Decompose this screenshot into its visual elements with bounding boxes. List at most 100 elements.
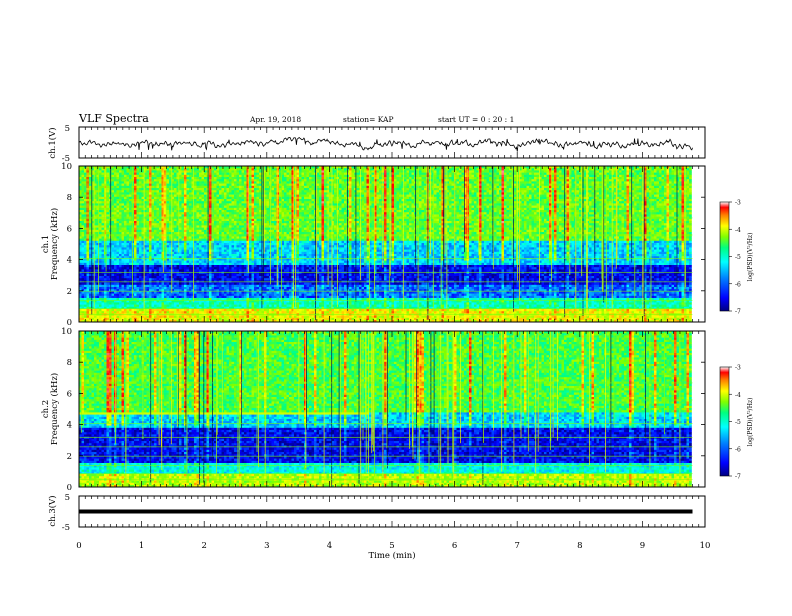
spec1-cell [87, 261, 90, 264]
spec1-cell [89, 234, 92, 237]
spec1-cell [112, 239, 115, 242]
spec1-cell [112, 287, 115, 290]
spec1-cell [84, 206, 87, 209]
spec1-cell [107, 316, 110, 319]
spec1-cell [89, 219, 92, 222]
spec1-cell [112, 186, 115, 189]
header-date: Apr. 19, 2018 [249, 115, 301, 124]
spec1-cell [99, 236, 102, 239]
spec1-cell [102, 190, 105, 193]
spec1-cell [107, 177, 110, 180]
spec1-cell [114, 250, 117, 253]
spec1-cell [114, 181, 117, 184]
spec1-cell [102, 232, 105, 235]
spec1-cell [107, 311, 110, 314]
spec1-cell [84, 219, 87, 222]
spec1-cell [109, 311, 112, 314]
spec1-cell [87, 294, 90, 297]
spec1-cell [114, 311, 117, 314]
spec1-cell [82, 236, 85, 239]
spec1-cell [102, 236, 105, 239]
spec1-cell [114, 305, 117, 308]
spec1-cell [84, 173, 87, 176]
spec1-cell [82, 232, 85, 235]
spec1-cell [84, 276, 87, 279]
spec1-cell [82, 265, 85, 268]
spec1-cell [102, 252, 105, 255]
spec1-cell [112, 221, 115, 224]
spec1-cell [82, 245, 85, 248]
spec1-cell [102, 181, 105, 184]
spec1-cell [89, 190, 92, 193]
spec1-cell [89, 285, 92, 288]
spec1-cell [107, 291, 110, 294]
spec1-cell [87, 265, 90, 268]
spec1-cell [89, 214, 92, 217]
spec1-cell [114, 283, 117, 286]
spec1-cell [114, 201, 117, 204]
spec1-cell [82, 203, 85, 206]
spec1-cell [107, 309, 110, 312]
spec1-cell [102, 241, 105, 244]
spec1-cell [109, 309, 112, 312]
spec1-cell [99, 291, 102, 294]
spec1-cell [104, 274, 107, 277]
spec1-cell [89, 245, 92, 248]
spec1-cell [102, 296, 105, 299]
spec1-cell [97, 316, 100, 319]
spec1-cell [99, 311, 102, 314]
spec1-cell [82, 223, 85, 226]
spec1-cell [107, 298, 110, 301]
spec1-cell [107, 228, 110, 231]
spec1-cell [87, 309, 90, 312]
spec1-cell [99, 245, 102, 248]
spec1-cell [107, 247, 110, 250]
spec1-cell [114, 214, 117, 217]
spec1-cell [107, 168, 110, 171]
spec1-cell [117, 228, 120, 231]
spec1-cell [89, 177, 92, 180]
spec1-cell [84, 252, 87, 255]
spec1-cell [82, 298, 85, 301]
spec1-cell [102, 214, 105, 217]
spec1-cell [107, 175, 110, 178]
spec1-cell [107, 245, 110, 248]
spec1-cell [114, 239, 117, 242]
spec1-cell [112, 234, 115, 237]
spec1-cell [84, 181, 87, 184]
spec1-cell [102, 267, 105, 270]
spec1-cell [102, 283, 105, 286]
spec1-cell [82, 170, 85, 173]
spec1-cell [82, 221, 85, 224]
spec1-cell [89, 223, 92, 226]
spec1-cell [102, 221, 105, 224]
spec1-cell [82, 234, 85, 237]
spec1-cell [89, 274, 92, 277]
spec1-cell [114, 186, 117, 189]
spec1-cell [109, 298, 112, 301]
spec1-cell [102, 311, 105, 314]
spec1-cell [99, 247, 102, 250]
spec1-cell [102, 285, 105, 288]
spec1-cell [87, 267, 90, 270]
spec1-cell [102, 219, 105, 222]
spec1-cell [114, 230, 117, 233]
spec1-cell [84, 265, 87, 268]
spec1-cell [97, 311, 100, 314]
spec1-cell [82, 206, 85, 209]
spec1-cell [102, 263, 105, 266]
spec1-cell [107, 276, 110, 279]
spec1-cell [112, 276, 115, 279]
spec1-cell [114, 223, 117, 226]
spec1-cell [89, 225, 92, 228]
spec1-cell [107, 230, 110, 233]
spec1-cell [102, 298, 105, 301]
spec1-cell [89, 296, 92, 299]
spec1-cell [112, 208, 115, 211]
spec1-cell [99, 267, 102, 270]
spec1-cell [87, 274, 90, 277]
spec1-cell [112, 190, 115, 193]
spec1-cell [107, 214, 110, 217]
spec1-cell [112, 206, 115, 209]
spec1-cell [87, 285, 90, 288]
